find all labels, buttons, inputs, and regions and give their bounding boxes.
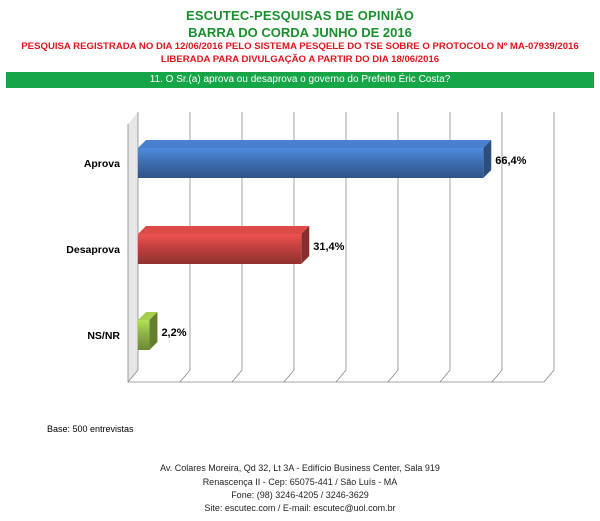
value-label: 66,4% — [495, 155, 526, 167]
footer-phone: Fone: (98) 3246-4205 / 3246-3629 — [231, 490, 369, 500]
gridline-floor — [491, 369, 503, 383]
report-title: ESCUTEC-PESQUISAS DE OPINIÃO — [185, 8, 415, 23]
registration-note: PESQUISA REGISTRADA NO DIA 12/06/2016 PE… — [21, 41, 579, 52]
footer-address: Av. Colares Moreira, Qd 32, Lt 3A - Edif… — [160, 463, 440, 473]
value-label: 2,2% — [161, 327, 186, 339]
category-label: Aprova — [84, 158, 120, 170]
gridline-floor — [127, 369, 139, 383]
bar-top-desaprova — [138, 226, 310, 234]
gridline-floor — [179, 369, 191, 383]
gridline-floor — [543, 369, 555, 383]
release-note: LIBERADA PARA DIVULGAÇÃO A PARTIR DO DIA… — [160, 54, 440, 65]
question-banner: 11. O Sr.(a) aprova ou desaprova o gover… — [6, 72, 594, 88]
bar-aprova — [138, 148, 484, 178]
bar-desaprova — [138, 234, 302, 264]
gridline-floor — [283, 369, 295, 383]
bar-side-aprova — [483, 140, 492, 178]
base-note: Base: 500 entrevistas — [47, 424, 134, 434]
bar-chart: Aprova 66,4% Desaprova 31,4% NS/NR 2,2% — [66, 112, 555, 383]
bar-top-aprova — [138, 140, 492, 148]
gridline-floor — [439, 369, 451, 383]
footer-contact: Site: escutec.com / E-mail: escutec@uol.… — [204, 503, 396, 513]
gridline-floor — [335, 369, 347, 383]
axis-wall — [128, 112, 138, 382]
bar-side-nsnr — [149, 312, 158, 350]
value-label: 31,4% — [313, 241, 344, 253]
report-subtitle: BARRA DO CORDA JUNHO DE 2016 — [188, 25, 412, 40]
bar-nsnr — [138, 320, 150, 350]
bar-top-nsnr — [138, 312, 158, 320]
category-label: Desaprova — [66, 244, 120, 256]
category-label: NS/NR — [87, 330, 120, 342]
gridline-floor — [231, 369, 243, 383]
bar-side-desaprova — [301, 226, 310, 264]
gridline-floor — [387, 369, 399, 383]
footer-city: Renascença II - Cep: 65075-441 / São Luí… — [202, 477, 398, 487]
